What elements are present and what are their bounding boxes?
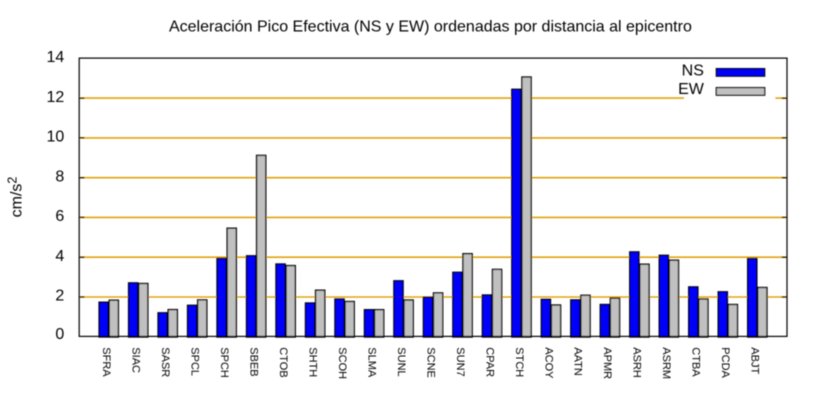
svg-text:SASR: SASR	[159, 347, 171, 377]
svg-text:0: 0	[55, 326, 64, 343]
svg-text:ABJT: ABJT	[749, 347, 761, 374]
svg-text:8: 8	[55, 168, 64, 185]
svg-text:SUNL: SUNL	[395, 347, 407, 376]
svg-text:SLMA: SLMA	[365, 347, 377, 378]
svg-text:APMR: APMR	[601, 347, 613, 379]
svg-text:CTBA: CTBA	[690, 347, 702, 377]
svg-text:CTOB: CTOB	[277, 347, 289, 377]
svg-text:cm/s2: cm/s2	[6, 177, 26, 218]
svg-text:12: 12	[47, 89, 65, 106]
svg-text:SIAC: SIAC	[130, 347, 142, 373]
svg-text:ACOY: ACOY	[542, 347, 554, 379]
svg-text:SPCH: SPCH	[218, 347, 230, 378]
svg-text:4: 4	[55, 248, 64, 265]
svg-text:SCOH: SCOH	[336, 347, 348, 379]
svg-text:ASRH: ASRH	[631, 347, 643, 378]
svg-text:SBEB: SBEB	[247, 347, 259, 376]
svg-text:SUN7: SUN7	[454, 347, 466, 376]
svg-text:AATN: AATN	[572, 347, 584, 376]
svg-text:SCNE: SCNE	[424, 347, 436, 378]
svg-text:SPCL: SPCL	[188, 347, 200, 376]
svg-text:10: 10	[47, 129, 65, 146]
svg-text:EW: EW	[678, 81, 705, 98]
svg-text:STCH: STCH	[513, 347, 525, 377]
svg-text:CPAR: CPAR	[483, 347, 495, 377]
svg-text:SHTH: SHTH	[306, 347, 318, 377]
svg-text:14: 14	[47, 49, 65, 66]
svg-text:ASRM: ASRM	[660, 347, 672, 379]
svg-text:2: 2	[55, 288, 64, 305]
svg-text:Aceleración Pico Efectiva (NS: Aceleración Pico Efectiva (NS y EW) orde…	[169, 19, 692, 36]
svg-text:6: 6	[55, 208, 64, 225]
svg-text:NS: NS	[682, 63, 704, 80]
svg-text:PCDA: PCDA	[719, 347, 731, 378]
svg-text:SFRA: SFRA	[100, 347, 112, 377]
